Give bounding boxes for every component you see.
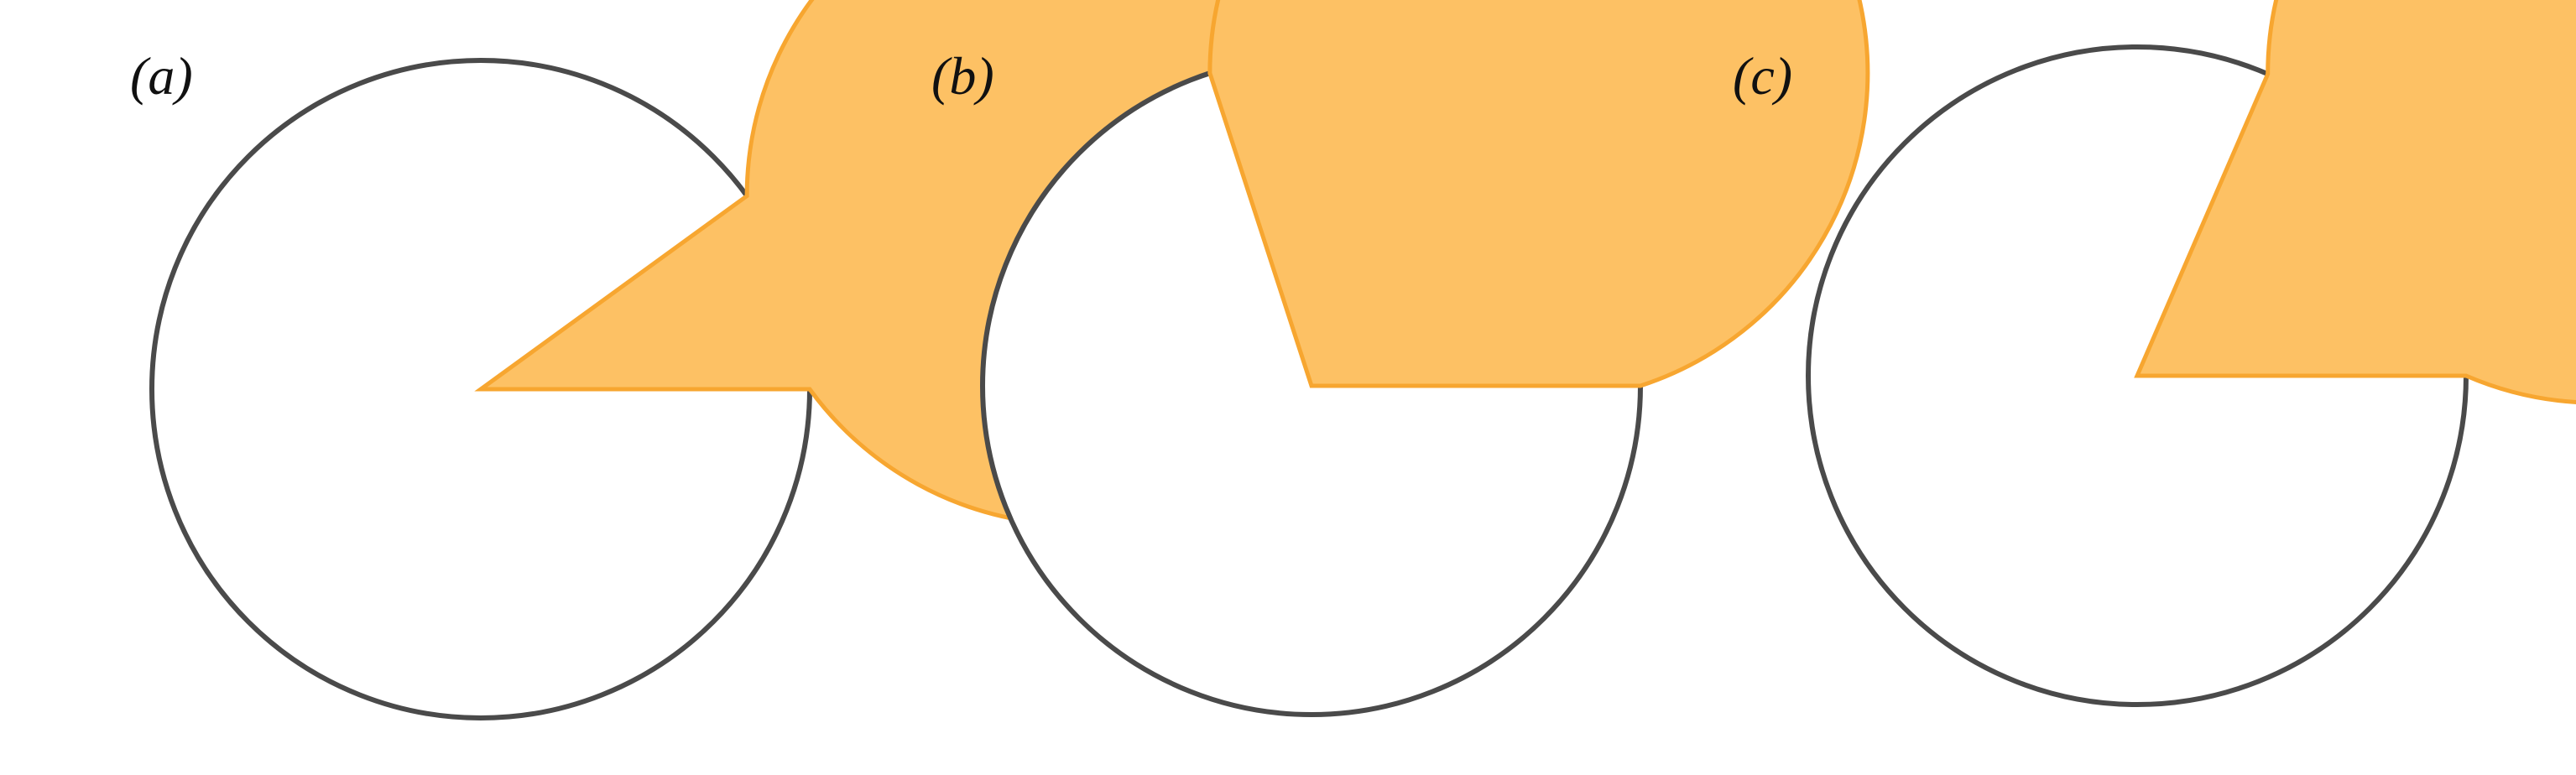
panel-label-b: (b)	[931, 46, 994, 106]
panel-b: (b)	[931, 0, 1870, 717]
filled-sector-c	[2134, 0, 2576, 404]
filled-sector-b	[1207, 0, 1870, 388]
panel-c: (c)	[1733, 0, 2576, 707]
panel-label-c: (c)	[1733, 46, 1792, 106]
panel-label-a: (a)	[130, 46, 193, 106]
